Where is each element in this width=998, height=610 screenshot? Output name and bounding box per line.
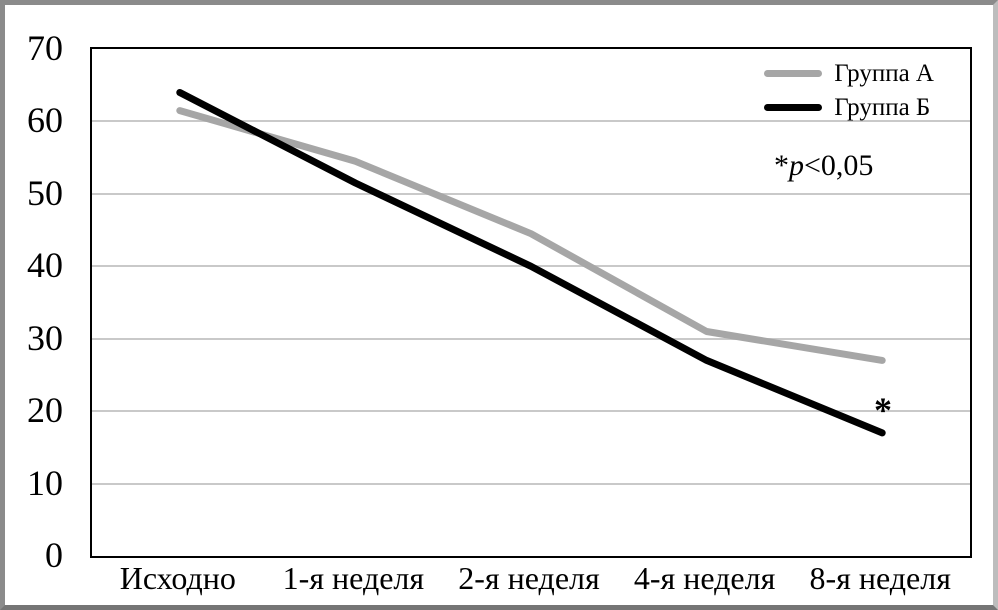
y-tick-label: 40 bbox=[27, 245, 63, 286]
x-tick-label: 1-я неделя bbox=[282, 560, 425, 596]
data-series-lines bbox=[176, 89, 886, 437]
p-value-annotation: *p<0,05 bbox=[774, 150, 873, 182]
y-tick-label: 0 bbox=[45, 535, 63, 575]
series-line-Группа А bbox=[176, 107, 886, 364]
gridline-10 bbox=[92, 482, 970, 485]
legend-label: Группа А bbox=[834, 59, 934, 87]
legend-line-swatch bbox=[764, 69, 823, 77]
gridline-60 bbox=[92, 120, 970, 123]
annotation-star: * bbox=[774, 149, 789, 182]
significance-asterisk: * bbox=[874, 390, 892, 430]
y-tick-label: 50 bbox=[27, 172, 63, 213]
legend-label: Группа Б bbox=[834, 93, 931, 121]
gridline-30 bbox=[92, 337, 970, 340]
x-tick-label: 8-я неделя bbox=[809, 560, 951, 596]
y-tick-label: 20 bbox=[27, 390, 63, 431]
annotation-p: p bbox=[789, 149, 804, 182]
legend-item: Группа Б bbox=[764, 90, 934, 124]
legend-line-swatch bbox=[764, 103, 823, 111]
y-tick-label: 10 bbox=[27, 462, 63, 503]
y-tick-label: 30 bbox=[27, 317, 63, 358]
legend-item: Группа А bbox=[764, 56, 934, 90]
plot-area: Группа А Группа Б *p<0,05 * bbox=[90, 47, 972, 558]
series-line-Группа Б bbox=[176, 89, 886, 437]
legend: Группа А Группа Б bbox=[764, 56, 934, 124]
y-tick-label: 70 bbox=[27, 28, 63, 68]
x-tick-label: 4-я неделя bbox=[633, 560, 776, 596]
gridline-50 bbox=[92, 192, 970, 195]
y-tick-label: 60 bbox=[27, 100, 63, 141]
annotation-threshold: <0,05 bbox=[804, 149, 874, 182]
x-tick-label: Исходно bbox=[119, 560, 236, 596]
gridline-20 bbox=[92, 410, 970, 413]
x-tick-label: 2-я неделя bbox=[458, 560, 600, 596]
